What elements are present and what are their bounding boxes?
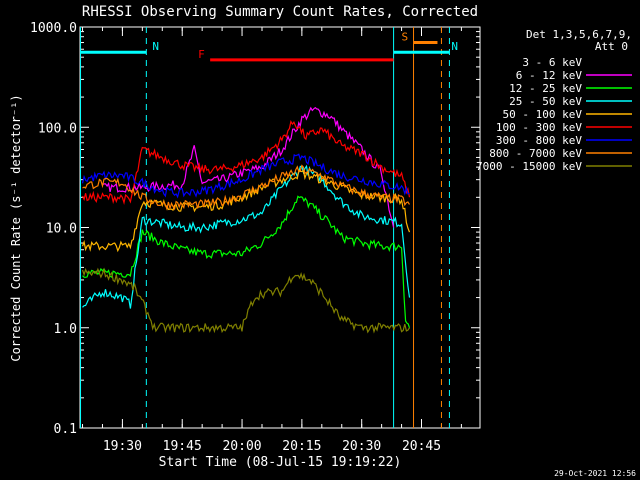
flag-label: N [152,40,159,53]
y-tick-label: 0.1 [54,422,77,437]
x-tick-label: 19:45 [163,439,202,454]
series-line-8 [82,164,410,211]
y-tick-label: 10.0 [46,222,77,237]
series-line-2 [102,106,395,228]
y-axis-label: Corrected Count Rate (s⁻¹ detector⁻¹) [9,94,23,361]
flag-label: F [198,48,205,61]
event-vertical-lines [80,27,450,428]
tick-labels: 0.1 1.0 10.0 100.0 1000.0 19:30 19:45 20:00 20:1… [30,21,441,454]
legend-header-1: Det 1,3,5,6,7,9, [526,28,632,41]
chart-title: RHESSI Observing Summary Count Rates, Co… [82,4,478,20]
x-tick-label: 20:30 [342,439,381,454]
legend-label: 100 - 300 keV [496,121,582,134]
series-line-1 [101,123,411,212]
y-tick-label: 1.0 [54,322,77,337]
y-tick-label: 100.0 [38,121,77,136]
flag-label: N [451,40,458,53]
series-line-7 [81,153,410,199]
x-axis-label: Start Time (08-Jul-15 19:19:22) [159,455,402,470]
series-line-9 [81,267,410,334]
x-tick-label: 20:45 [402,439,441,454]
legend-label: 300 - 800 keV [496,134,582,147]
series-line-5 [81,169,411,253]
series-line-4 [82,164,411,309]
timestamp: 29-Oct-2021 12:56 [554,469,636,478]
series-line-3 [82,195,411,328]
x-tick-label: 20:00 [222,439,261,454]
x-tick-label: 20:15 [282,439,321,454]
status-flags: N N F S [80,31,458,62]
series-lines [81,106,411,334]
legend-label: 7000 - 15000 keV [476,160,582,173]
legend-header-2: Att 0 [595,40,628,53]
flag-label: S [402,31,409,44]
legend-label: 6 - 12 keV [516,69,583,82]
legend-label: 25 - 50 keV [509,95,582,108]
y-tick-label: 1000.0 [30,21,77,36]
legend-label: 3 - 6 keV [522,56,582,69]
legend-label: 800 - 7000 keV [489,147,582,160]
legend-label: 12 - 25 keV [509,82,582,95]
x-tick-label: 19:30 [103,439,142,454]
series-line-6 [81,119,411,205]
legend-label: 50 - 100 keV [503,108,583,121]
